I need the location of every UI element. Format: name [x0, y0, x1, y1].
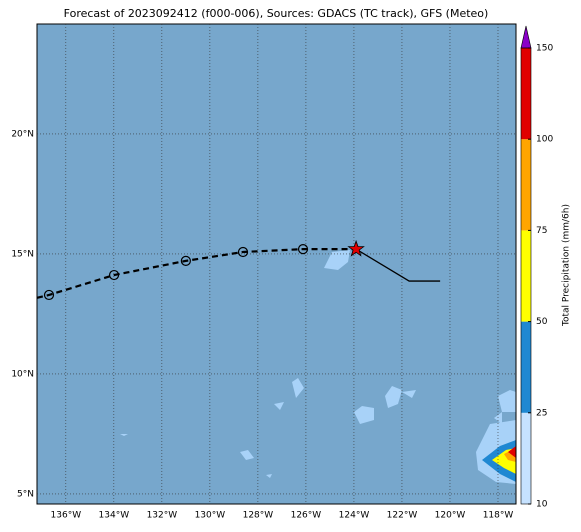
track-point	[108, 269, 120, 281]
colorbar-segment	[521, 230, 531, 322]
x-tick-label: 126°W	[291, 511, 322, 521]
track-point	[297, 244, 309, 255]
x-tick-label: 122°W	[387, 511, 418, 521]
y-tick-label: 5°N	[17, 489, 34, 499]
track-point	[180, 255, 191, 266]
x-tick-label: 134°W	[99, 511, 130, 521]
colorbar-tick-label: 150	[536, 44, 553, 54]
colorbar-tick-label: 75	[536, 226, 547, 236]
colorbar-segment	[521, 412, 531, 504]
y-tick-label: 10°N	[11, 369, 34, 379]
x-tick-label: 132°W	[147, 511, 178, 521]
colorbar-tick-label: 50	[536, 317, 548, 327]
colorbar-tick-label: 100	[536, 135, 553, 145]
colorbar-segment	[521, 139, 531, 231]
track-point	[43, 289, 55, 301]
y-tick-label: 15°N	[11, 249, 34, 259]
colorbar-segment	[521, 321, 531, 413]
x-tick-label: 124°W	[339, 511, 370, 521]
forecast-track	[36, 248, 357, 299]
x-tick-label: 130°W	[195, 511, 226, 521]
colorbar-frame	[520, 47, 532, 505]
colorbar-segment	[521, 48, 531, 140]
y-tick-label: 20°N	[11, 129, 34, 139]
colorbar-tick-label: 25	[536, 408, 547, 418]
track-point	[237, 246, 249, 258]
x-tick-label: 118°W	[483, 511, 514, 521]
map-frame	[36, 23, 517, 505]
x-tick-label: 136°W	[51, 511, 82, 521]
chart-title: Forecast of 2023092412 (f000-006), Sourc…	[64, 7, 489, 20]
precip-extreme	[508, 446, 516, 458]
observed-track	[355, 248, 441, 282]
current-position	[347, 239, 365, 257]
x-tick-label: 128°W	[243, 511, 274, 521]
colorbar-label: Total Precipitation (mm/6h)	[562, 204, 572, 327]
colorbar-tick-label: 10	[536, 500, 548, 510]
ocean	[37, 24, 516, 504]
x-tick-label: 120°W	[435, 511, 466, 521]
colorbar-extension	[520, 25, 532, 49]
